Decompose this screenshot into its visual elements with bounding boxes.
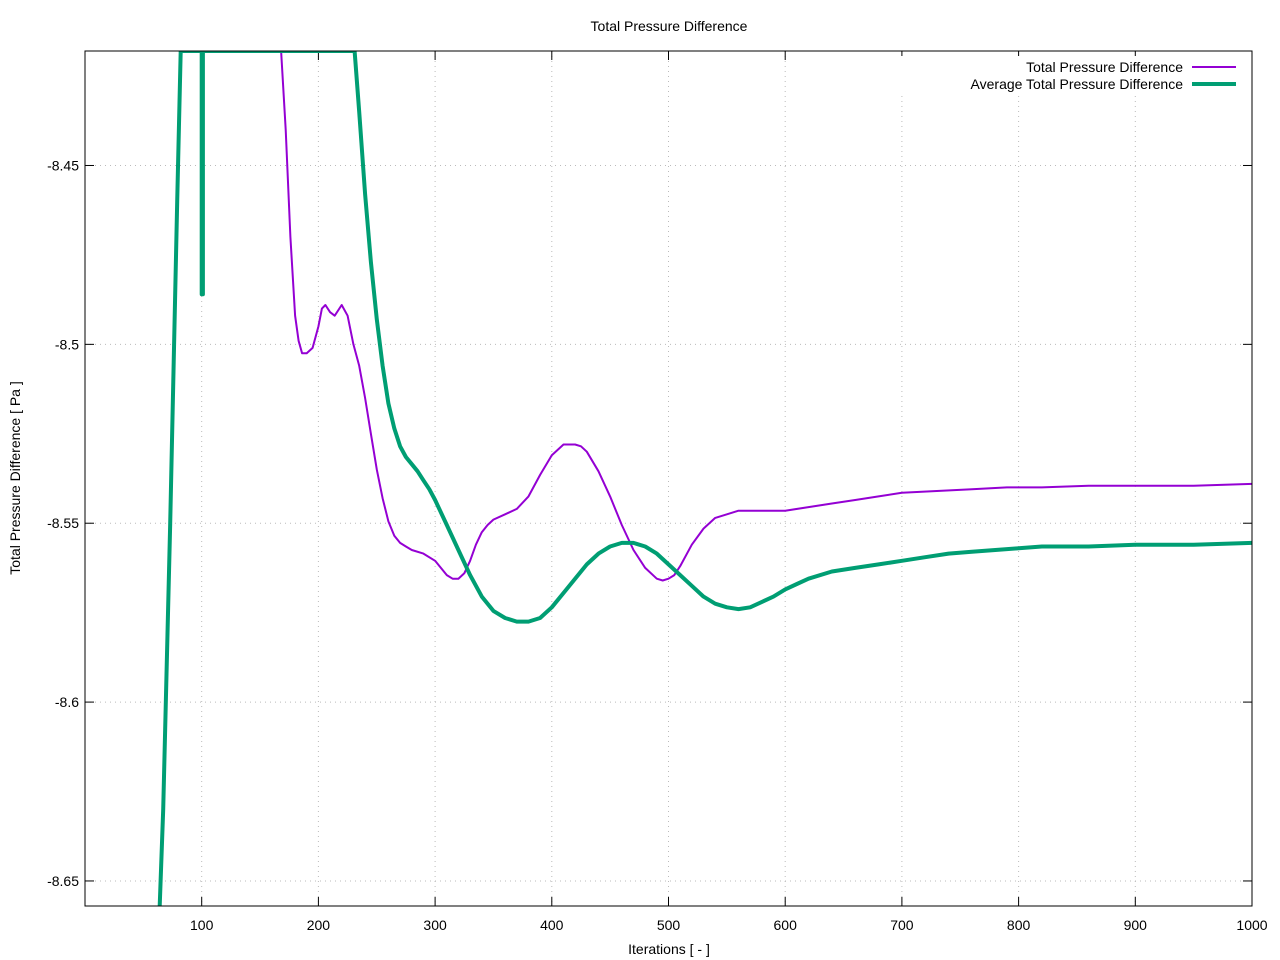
y-tick-label: -8.65 [47,873,79,889]
y-tick-label: -8.55 [47,515,79,531]
x-tick-label: 600 [774,917,798,933]
series-line [280,51,1252,582]
chart-title: Total Pressure Difference [591,18,748,34]
y-tick-label: -8.5 [55,336,79,352]
y-tick-label: -8.45 [47,157,79,173]
legend-label: Average Total Pressure Difference [971,76,1184,92]
plot-border [84,50,1253,907]
x-tick-label: 800 [1007,917,1031,933]
x-tick-label: 1000 [1236,917,1267,933]
x-tick-label: 400 [540,917,564,933]
series-line [157,51,1252,906]
x-tick-label: 300 [423,917,447,933]
series-layer [157,51,1252,906]
axis-ticks: -8.65 -8.6 -8.55 -8.5 -8.45 100 200 300 400 500 60… [47,51,1268,933]
x-tick-label: 500 [657,917,681,933]
legend-background [888,56,1248,96]
x-axis-label: Iterations [ - ] [628,941,710,957]
x-tick-label: 100 [190,917,214,933]
legend-label: Total Pressure Difference [1026,59,1183,75]
y-tick-label: -8.6 [55,694,79,710]
y-axis-label: Total Pressure Difference [ Pa ] [7,381,23,575]
x-tick-label: 900 [1124,917,1148,933]
x-tick-label: 700 [890,917,914,933]
x-tick-label: 200 [307,917,331,933]
